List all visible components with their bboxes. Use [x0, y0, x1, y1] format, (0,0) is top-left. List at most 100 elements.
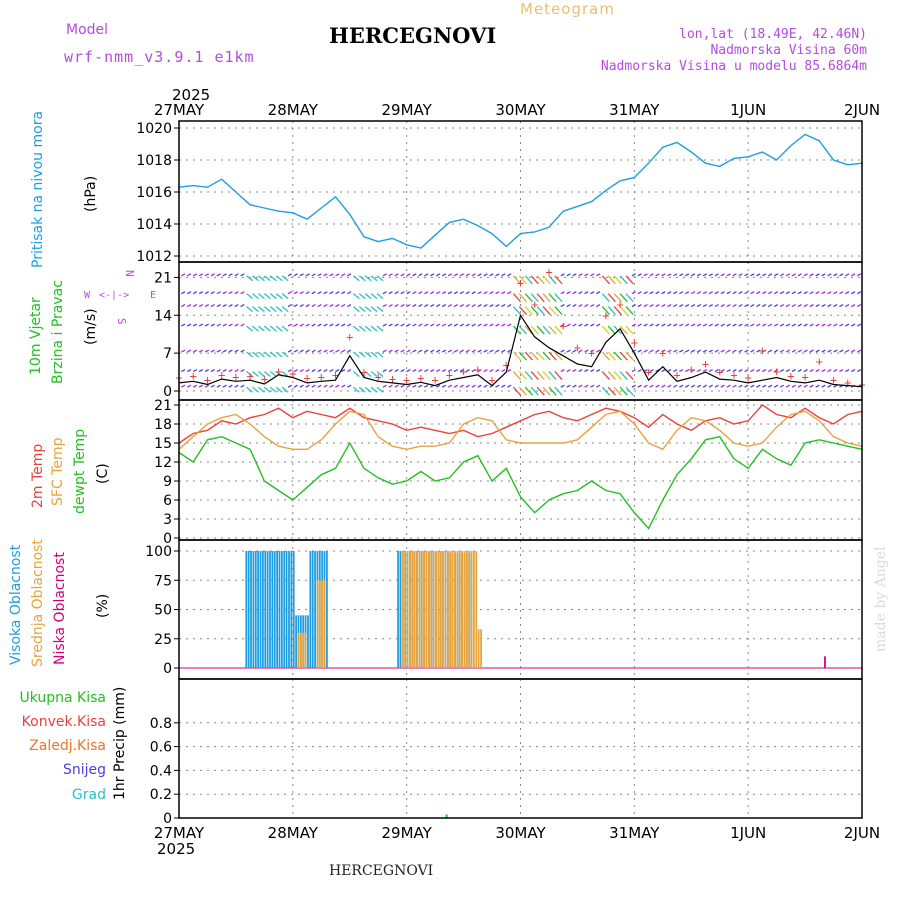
compass-west: W	[84, 290, 91, 301]
x-axis-bottom: 27MAY 28MAY 29MAY 30MAY 31MAY 1JUN 2JUN	[154, 824, 880, 842]
wind-barb	[477, 368, 482, 373]
wind-barb	[613, 306, 622, 316]
wind-barb	[797, 349, 802, 353]
wind-barb	[833, 273, 838, 277]
wind-barb	[679, 368, 684, 373]
wind-barb	[524, 293, 533, 303]
temp-dewpt-label: dewpt Temp	[72, 429, 88, 514]
panels: 1012 1014 1016 1018 1020 0 7 14 21 + + + + + + + + + + + + + +…	[136, 120, 866, 827]
wind-barb	[673, 273, 678, 277]
wind-barb	[696, 384, 702, 388]
wind-barb	[263, 371, 271, 378]
wind-barb	[447, 304, 453, 308]
wind-barb	[797, 304, 802, 308]
wind-barb	[738, 368, 743, 373]
wind-barb	[181, 291, 186, 295]
wind-barb	[512, 371, 522, 380]
wind-barb	[186, 304, 192, 308]
wind-barb	[590, 304, 595, 308]
wind-barb	[773, 273, 779, 277]
temperature-panel: 0 3 6 9 12 15 18 21	[154, 398, 863, 547]
wind-barb	[507, 349, 512, 353]
wind-barb	[625, 371, 634, 380]
wind-barb	[625, 351, 634, 361]
cloud-bar-visoka	[271, 551, 274, 668]
cloud-bar-srednja	[473, 551, 475, 668]
wind-barb	[358, 386, 366, 393]
wind-barb	[851, 291, 856, 295]
wind-barb	[584, 323, 589, 327]
wind-barb	[744, 291, 749, 295]
compass-south: S	[115, 318, 128, 325]
wind-barb	[252, 306, 259, 313]
wind-barb	[323, 368, 328, 373]
wind-barb	[762, 273, 767, 277]
cloud-panel: 0 25 50 75 100	[145, 539, 863, 680]
wind-barb	[744, 368, 749, 373]
wind-barb	[673, 368, 678, 373]
wind-barb	[607, 306, 616, 316]
wind-barb	[590, 291, 595, 295]
wind-barb	[246, 306, 254, 313]
wind-barb	[323, 323, 328, 327]
legend-ukupna-kisa: Ukupna Kisa	[19, 690, 106, 706]
wind-barb	[637, 368, 642, 373]
cloud-bar-srednja	[401, 551, 404, 668]
wind-barb	[702, 368, 708, 373]
wind-barb	[756, 273, 761, 277]
wind-barb	[216, 323, 221, 327]
wind-barb	[317, 384, 322, 388]
x-tick-bottom-28MAY: 28MAY	[268, 824, 319, 842]
wind-barb	[720, 323, 725, 327]
wind-barb	[619, 386, 628, 396]
wind-barb	[459, 349, 464, 353]
wind-barb	[851, 349, 856, 353]
wind-barb	[222, 291, 227, 295]
wind-barb	[536, 306, 545, 316]
wind-barb	[673, 304, 678, 308]
wind-barb	[335, 384, 340, 388]
pressure-series-pritisak-na-nivou-mora	[178, 133, 863, 249]
wind-barb	[821, 304, 826, 308]
wind-barb	[821, 368, 826, 373]
wind-barb	[430, 291, 435, 295]
wind-barb	[696, 349, 702, 353]
wind-barb	[311, 273, 316, 277]
wind-barb	[637, 273, 642, 277]
wind-barb	[453, 304, 459, 308]
wind-barb	[477, 349, 482, 353]
wind-barb	[400, 349, 405, 353]
wind-barb	[839, 368, 844, 373]
wind-barb	[756, 304, 761, 308]
wind-barb	[518, 371, 527, 380]
wind-barb	[430, 273, 435, 277]
wind-barb	[690, 291, 696, 295]
wind-barb	[827, 273, 832, 277]
wind-barb	[495, 368, 500, 373]
wind-barb	[560, 291, 565, 295]
cloud-bar-visoka	[262, 551, 264, 668]
wind-barb	[785, 291, 791, 295]
wind-barb	[720, 384, 725, 388]
gust-marker: +	[403, 373, 410, 387]
wind-barb	[228, 368, 233, 373]
wind-barb	[388, 349, 393, 353]
wind-barb	[631, 273, 636, 277]
x-tick-top-27MAY: 27MAY	[154, 101, 205, 119]
wind-barb	[542, 275, 551, 285]
wind-barb	[601, 371, 611, 380]
wind-barb	[779, 323, 785, 327]
cloud-bar-srednja	[451, 551, 454, 668]
temp-ylabel: 2m Temp SFC Temp dewpt Temp (C)	[30, 429, 111, 514]
wind-barb	[323, 384, 328, 388]
wind-barb	[258, 371, 265, 378]
wind-barb	[560, 323, 565, 327]
cloud-bar-visoka	[288, 551, 290, 668]
wind-barb	[258, 325, 265, 332]
wind-barb	[815, 291, 820, 295]
wind-barb	[246, 325, 254, 332]
wind-barb	[518, 386, 527, 396]
gust-marker: +	[645, 365, 652, 379]
gust-marker: +	[303, 371, 310, 385]
wind-barb	[542, 293, 551, 303]
